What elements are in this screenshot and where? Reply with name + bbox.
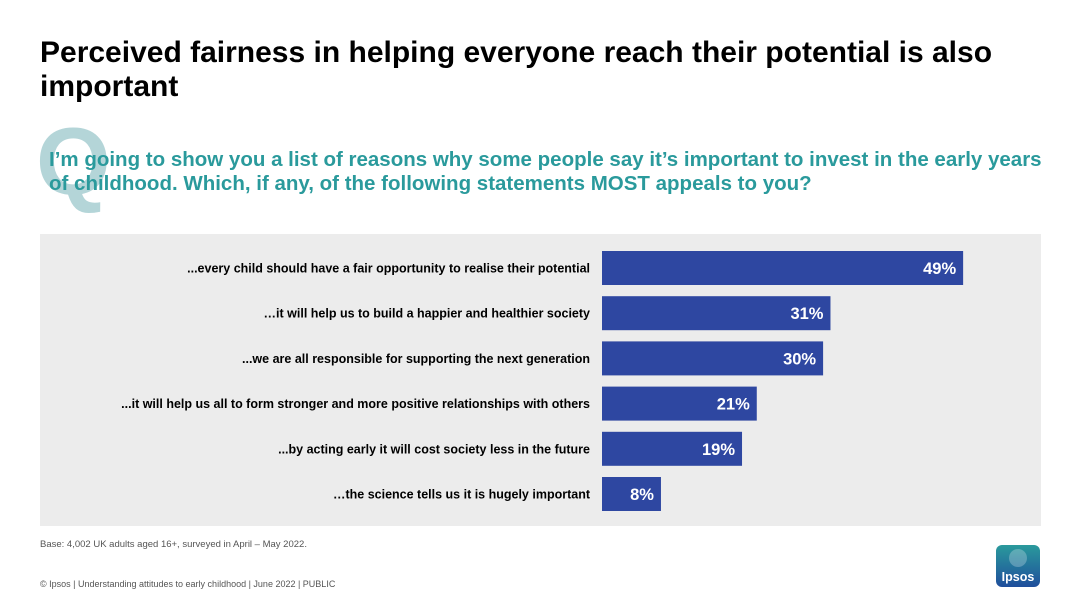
bar bbox=[602, 386, 757, 421]
bar-chart: ...every child should have a fair opport… bbox=[121, 251, 964, 511]
value-label: 30% bbox=[783, 350, 816, 368]
category-label: ...it will help us all to form stronger … bbox=[121, 397, 590, 411]
ipsos-logo: Ipsos bbox=[996, 545, 1040, 587]
category-label: ...every child should have a fair opport… bbox=[187, 262, 590, 276]
category-label: ...we are all responsible for supporting… bbox=[242, 352, 590, 366]
logo-text: Ipsos bbox=[1001, 570, 1035, 584]
survey-question: I’m going to show you a list of reasons … bbox=[49, 148, 1042, 195]
ipsos-logo-shape bbox=[996, 545, 1040, 587]
category-label: …it will help us to build a happier and … bbox=[264, 307, 590, 321]
bar bbox=[602, 477, 661, 511]
slide-title: Perceived fairness in helping everyone r… bbox=[40, 36, 993, 103]
category-label: …the science tells us it is hugely impor… bbox=[333, 488, 591, 502]
value-label: 49% bbox=[923, 260, 956, 278]
value-label: 19% bbox=[702, 441, 735, 459]
category-label: ...by acting early it will cost society … bbox=[278, 442, 590, 456]
bar bbox=[602, 296, 831, 331]
bar bbox=[602, 251, 964, 285]
value-label: 31% bbox=[790, 305, 823, 323]
question-mark-icon: Q bbox=[36, 108, 111, 215]
value-label: 8% bbox=[630, 486, 654, 504]
chart-panel: ...every child should have a fair opport… bbox=[40, 234, 1041, 526]
base-note: Base: 4,002 UK adults aged 16+, surveyed… bbox=[40, 539, 307, 550]
value-label: 21% bbox=[717, 396, 750, 414]
bar bbox=[602, 431, 743, 466]
footer-text: © Ipsos | Understanding attitudes to ear… bbox=[40, 579, 336, 589]
bar bbox=[602, 341, 824, 376]
